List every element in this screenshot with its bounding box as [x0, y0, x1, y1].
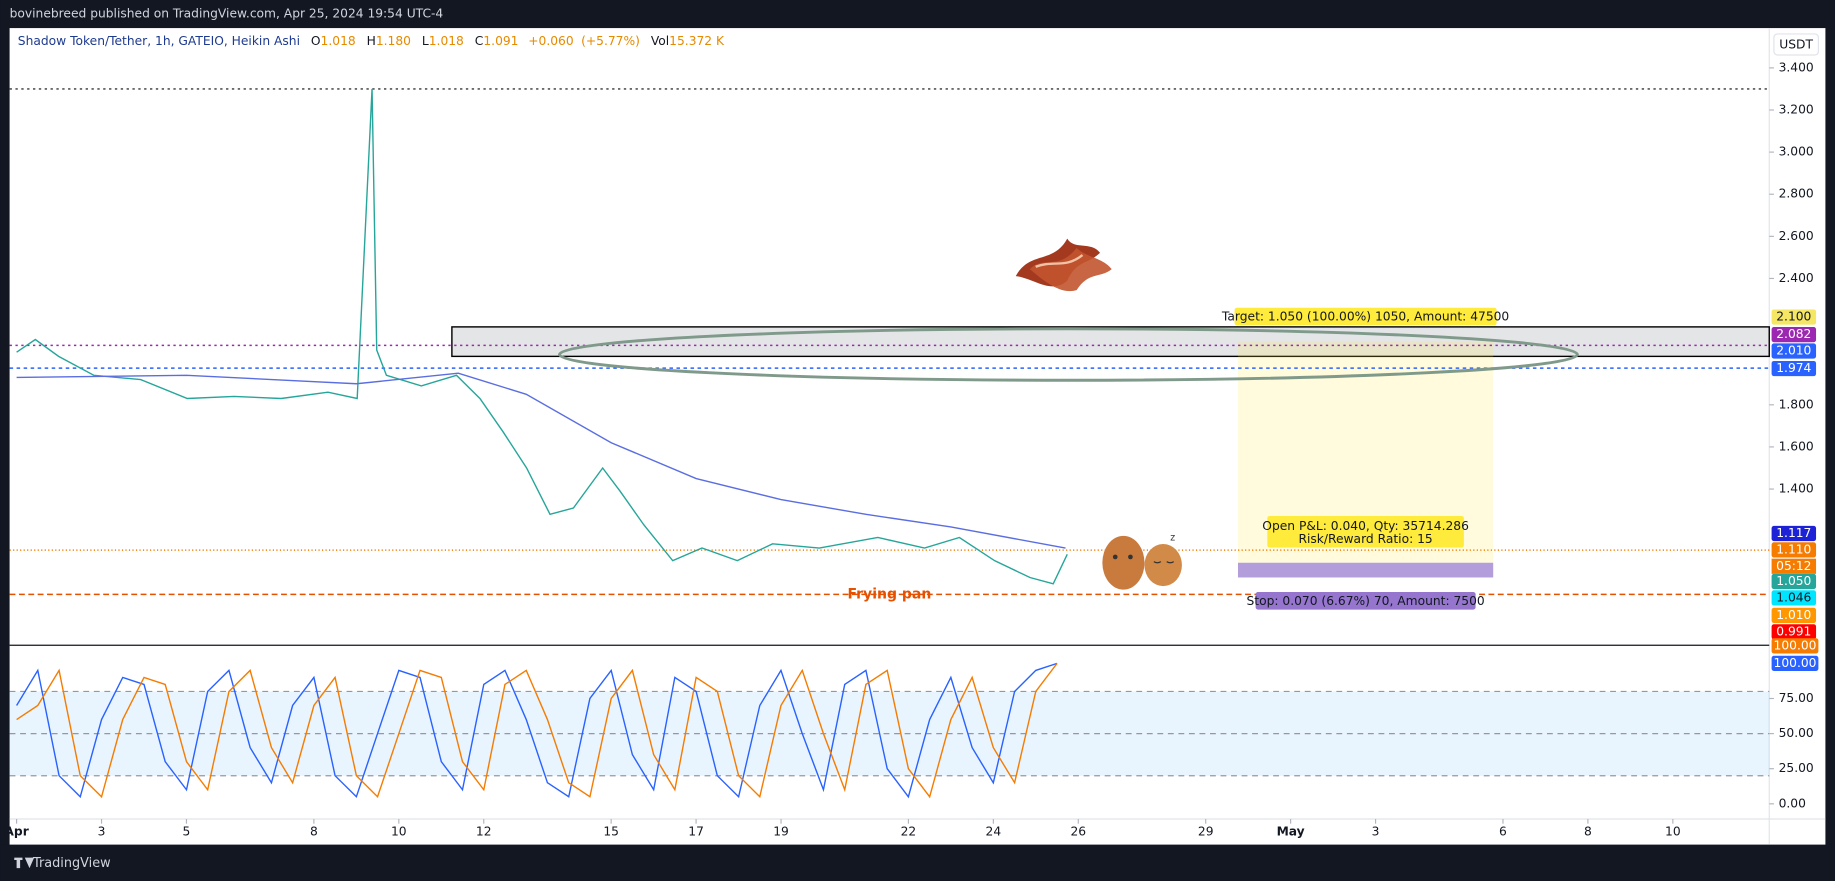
x-tick-label: 26: [1070, 824, 1086, 838]
price-tag: [1771, 309, 1817, 325]
brand: TradingView: [32, 856, 111, 871]
ohlc-value: 1.018: [321, 33, 356, 47]
ohlc-letter: L: [422, 33, 429, 47]
rr-label: Risk/Reward Ratio: 15: [1298, 532, 1432, 546]
countdown: 05:12: [1776, 559, 1811, 573]
price-tag-label: 100.00: [1774, 656, 1817, 670]
y-tick-label: 3.000: [1779, 145, 1814, 159]
y-tick-label: 2.400: [1779, 271, 1814, 285]
price-tag-label: 1.110: [1776, 542, 1811, 556]
y-tick-label: 3.200: [1779, 102, 1814, 116]
price-tag: [1771, 638, 1819, 654]
symbol-title: Shadow Token/Tether, 1h, GATEIO, Heikin …: [18, 33, 300, 47]
x-tick-label: 5: [183, 824, 191, 838]
volume: 15.372 K: [669, 33, 725, 47]
series-line: [16, 662, 1058, 799]
sleep-mark: z: [1170, 533, 1175, 544]
price-tag-label: 100.00: [1774, 638, 1817, 652]
tv-logo: [14, 857, 35, 869]
price-tag-label: 2.010: [1776, 343, 1811, 357]
price-tag-label: 1.117: [1776, 526, 1811, 540]
x-tick-label: 17: [688, 824, 704, 838]
y-tick-label: 0.00: [1779, 796, 1806, 810]
stop-zone: [1237, 562, 1494, 578]
series-line: [16, 662, 1058, 799]
price-tag-label: 1.010: [1776, 608, 1811, 622]
ohlc-letter: O: [311, 33, 321, 47]
stop-label-box: [1255, 592, 1476, 610]
x-tick-label: 29: [1198, 824, 1214, 838]
x-tick-label: 24: [986, 824, 1002, 838]
bacon-sticker: [1015, 238, 1112, 292]
volume-label: Vol: [651, 33, 669, 47]
price-tag: [1771, 327, 1817, 343]
plot: 3.400 3.200 3.000 2.800 2.600 2.400 1.800 1.600…: [4, 60, 1819, 838]
y-tick-label: 2.800: [1779, 187, 1814, 201]
price-tag: [1771, 525, 1817, 542]
x-tick-label: 15: [603, 824, 619, 838]
target-label: Target: 1.050 (100.00%) 1050, Amount: 47…: [1221, 310, 1509, 324]
y-tick-label: 25.00: [1779, 761, 1814, 775]
x-tick-label: 8: [1584, 824, 1592, 838]
x-tick-label: 10: [1665, 824, 1681, 838]
price-tag-label: 1.974: [1776, 361, 1811, 375]
footer-bar: [0, 844, 1835, 881]
x-tick-label: 22: [901, 824, 917, 838]
target-label-box: [1234, 307, 1497, 326]
change-pct: (+5.77%): [581, 33, 640, 47]
price-tag: [1771, 624, 1817, 640]
price-tag-label: 1.050: [1776, 574, 1811, 588]
x-tick-label: 10: [391, 824, 407, 838]
ohlc-value: 1.018: [429, 33, 464, 47]
y-tick-label: 1.400: [1779, 482, 1814, 496]
price-tag: [1771, 360, 1817, 377]
currency[interactable]: USDT: [1779, 38, 1813, 52]
x-tick-label: 3: [98, 824, 106, 838]
series-line: [16, 372, 1066, 549]
x-tick-label: 6: [1499, 824, 1507, 838]
eggs-sticker: z: [1102, 533, 1182, 590]
y-tick-label: 1.600: [1779, 439, 1814, 453]
y-tick-label: 2.600: [1779, 229, 1814, 243]
price-tag: [1771, 590, 1817, 606]
y-tick-label: 3.400: [1779, 60, 1814, 74]
y-tick-label: 1.800: [1779, 397, 1814, 411]
pnl-label-box: [1267, 515, 1464, 548]
price-tag-label: 2.082: [1776, 327, 1811, 341]
pnl-label: Open P&L: 0.040, Qty: 35714.286: [1262, 519, 1469, 533]
ellipse-drawing: [558, 327, 1579, 382]
y-tick-label: 50.00: [1779, 726, 1814, 740]
y-tick-label: 75.00: [1779, 691, 1814, 705]
x-tick-label: 19: [773, 824, 789, 838]
chart-area: [9, 28, 1826, 845]
price-tag: [1771, 607, 1817, 624]
ohlc-letter: H: [367, 33, 376, 47]
ohlc-letter: C: [475, 33, 484, 47]
frying-pan-label: Frying pan: [847, 586, 931, 602]
price-tag-label: 2.100: [1776, 310, 1811, 324]
countdown-tag: [1771, 558, 1817, 574]
price-tag: [1771, 573, 1817, 590]
resistance-zone: [451, 326, 1770, 358]
ohlc-value: 1.091: [483, 33, 518, 47]
x-tick-label: 3: [1372, 824, 1380, 838]
series-line: [16, 88, 1068, 585]
publish-info: bovinebreed published on TradingView.com…: [10, 7, 444, 21]
price-tag: [1771, 343, 1817, 359]
x-tick-label: 12: [476, 824, 492, 838]
ohlc-value: 1.180: [376, 33, 411, 47]
x-tick-label: Apr: [4, 824, 29, 838]
stop-label: Stop: 0.070 (6.67%) 70, Amount: 7500: [1246, 594, 1484, 608]
legend: Shadow Token/Tether, 1h, GATEIO, Heikin …: [18, 33, 725, 47]
change: +0.060: [528, 33, 573, 47]
price-tag: [1771, 655, 1819, 671]
price-tag: [1771, 542, 1817, 558]
price-tag-label: 0.991: [1776, 624, 1811, 638]
x-tick-label: May: [1277, 824, 1305, 838]
currency-button[interactable]: [1773, 33, 1819, 56]
x-tick-label: 8: [310, 824, 318, 838]
price-tag-label: 1.046: [1776, 590, 1811, 604]
